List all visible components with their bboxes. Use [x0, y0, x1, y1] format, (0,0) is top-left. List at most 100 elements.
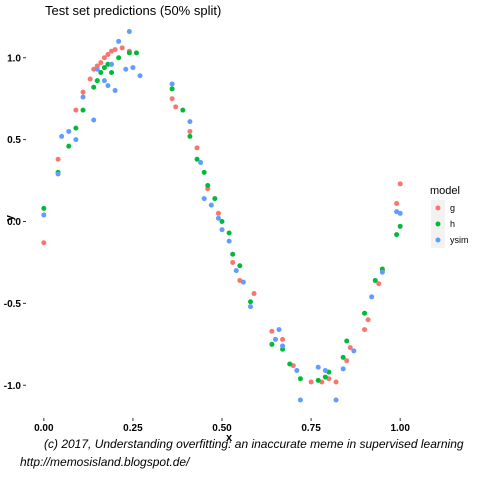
point-ysim	[112, 88, 118, 93]
point-g	[187, 128, 193, 134]
point-g	[169, 96, 175, 102]
point-h	[315, 377, 321, 383]
point-ysim	[226, 238, 232, 244]
point-g	[87, 76, 93, 82]
point-ysim	[248, 304, 254, 310]
point-ysim	[233, 268, 239, 274]
point-h	[109, 69, 115, 75]
point-g	[347, 345, 353, 351]
point-g	[230, 259, 236, 265]
point-h	[226, 230, 232, 236]
point-g	[98, 60, 104, 66]
point-h	[269, 341, 275, 347]
point-h	[126, 50, 132, 56]
point-ysim	[105, 83, 111, 89]
caption-credit: (c) 2017, Understanding overfitting: an …	[44, 437, 464, 451]
legend: model gh ysim	[430, 185, 469, 248]
point-h	[344, 338, 350, 344]
point-h	[180, 107, 186, 113]
point-h	[212, 196, 218, 202]
point-ysim	[379, 269, 385, 275]
point-g	[101, 55, 107, 61]
point-ysim	[201, 196, 207, 202]
point-ysim	[101, 78, 107, 84]
point-h	[41, 205, 47, 211]
legend-key-g	[435, 205, 441, 211]
point-g	[41, 240, 47, 246]
point-g	[105, 51, 111, 57]
point-ysim	[322, 368, 328, 374]
x-tick-label: 0.00	[34, 423, 54, 434]
point-ysim	[219, 227, 225, 233]
point-g	[80, 89, 86, 95]
point-g	[362, 327, 368, 333]
point-ysim	[369, 294, 375, 300]
point-g	[376, 281, 382, 287]
point-g	[344, 358, 350, 364]
point-ysim	[55, 171, 61, 177]
point-h	[194, 156, 200, 162]
point-ysim	[340, 366, 346, 372]
point-h	[133, 50, 139, 56]
point-ysim	[215, 215, 221, 221]
point-ysim	[109, 61, 115, 67]
legend-key-ysim	[435, 237, 441, 243]
y-tick-label: 1.0	[7, 53, 21, 64]
point-ysim	[123, 66, 129, 72]
point-g	[269, 328, 275, 334]
point-g	[251, 291, 257, 297]
point-g	[194, 145, 200, 151]
point-ysim	[397, 210, 403, 216]
point-ysim	[333, 397, 339, 403]
point-g	[119, 45, 125, 51]
legend-key-h	[435, 221, 441, 227]
point-ysim	[276, 327, 282, 333]
point-ysim	[130, 65, 136, 71]
point-g	[91, 66, 97, 72]
y-axis: -1.0 -0.5 0.0 0.5 1.0	[4, 53, 26, 392]
point-h	[98, 69, 104, 75]
y-tick-label: -0.5	[4, 299, 22, 310]
y-axis-title: y	[4, 214, 16, 221]
point-ysim	[315, 364, 321, 370]
point-ysim	[137, 73, 143, 79]
point-ysim	[91, 117, 97, 123]
chart-title: Test set predictions (50% split)	[45, 3, 221, 18]
y-tick-label: 0.0	[7, 217, 21, 228]
point-g	[112, 47, 118, 53]
x-tick-label: 0.50	[212, 423, 232, 434]
x-axis: 0.00 0.25 0.50 0.75 1.00	[34, 418, 410, 434]
point-ysim	[351, 348, 357, 354]
point-h	[248, 299, 254, 305]
point-g	[394, 200, 400, 206]
point-ysim	[240, 279, 246, 285]
point-h	[362, 310, 368, 316]
point-ysim	[94, 66, 100, 72]
point-g	[73, 107, 79, 113]
point-g	[365, 317, 371, 323]
point-g	[215, 210, 221, 216]
point-ysim	[73, 137, 79, 143]
point-h	[237, 263, 243, 269]
point-h	[230, 251, 236, 257]
point-h	[101, 65, 107, 71]
point-ysim	[66, 128, 72, 134]
point-h	[169, 86, 175, 92]
point-h	[372, 277, 378, 283]
point-h	[73, 125, 79, 131]
point-h	[80, 107, 86, 113]
point-ysim	[126, 29, 132, 35]
point-ysim	[59, 133, 65, 139]
point-h	[94, 78, 100, 84]
caption-url: http://memosisland.blogspot.de/	[20, 455, 190, 469]
x-axis-title: x	[226, 432, 233, 444]
point-g	[308, 379, 314, 385]
point-g	[173, 104, 179, 110]
point-h	[91, 84, 97, 90]
point-ysim	[41, 212, 47, 218]
point-h	[116, 55, 122, 61]
point-g	[280, 336, 286, 342]
x-tick-label: 0.75	[301, 423, 321, 434]
point-g	[397, 181, 403, 187]
